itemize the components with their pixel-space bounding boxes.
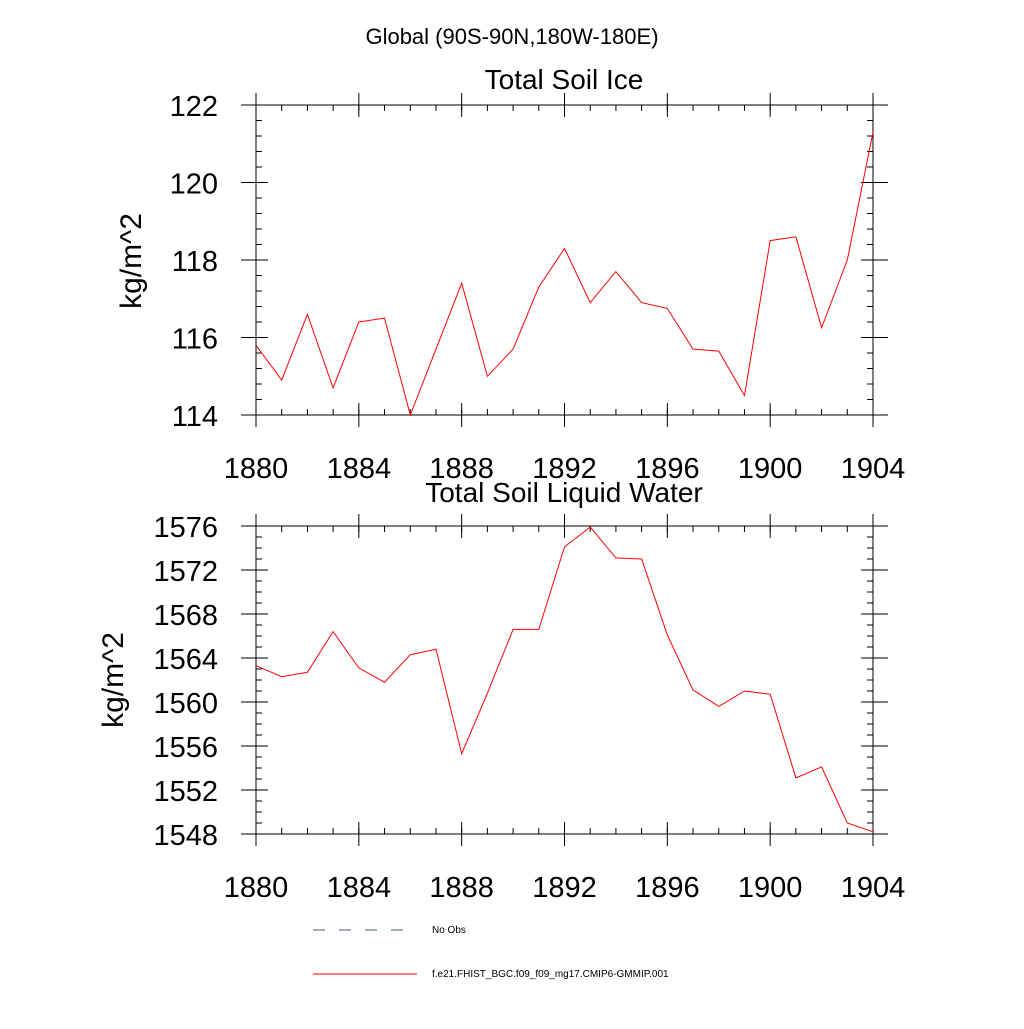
y-tick-label: 1576 [153,512,218,544]
x-tick-label: 1892 [532,453,597,485]
legend-label: No Obs [432,925,466,936]
y-tick-label: 1556 [153,732,218,764]
x-tick-label: 1896 [635,453,700,485]
chart-title: Total Soil Ice [485,64,644,95]
x-tick-label: 1904 [841,453,906,485]
chart-title: Total Soil Liquid Water [425,477,703,508]
y-tick-label: 1560 [153,688,218,720]
series-line [255,132,874,417]
x-tick-label: 1884 [327,453,392,485]
y-tick-label: 1572 [153,556,218,588]
x-tick-label: 1880 [224,453,289,485]
main-title: Global (90S-90N,180W-180E) [365,24,658,49]
x-tick-label: 1880 [224,872,289,904]
chart-panel-total-soil-ice: Total Soil Ice kg/m^2 1880 1884 1888 1892 18… [115,64,905,485]
chart-panel-total-soil-liquid-water: Total Soil Liquid Water kg/m^2 1880 1884 1… [97,477,905,904]
y-tick-label: 1552 [153,776,218,808]
y-tick-label: 120 [170,169,218,201]
y-axis-label: kg/m^2 [97,632,130,728]
y-tick-label: 1568 [153,600,218,632]
y-tick-label: 1564 [153,644,218,676]
legend-label: f.e21.FHIST_BGC.f09_f09_mg17.CMIP6-GMMIP… [432,969,669,980]
x-tick-label: 1892 [532,872,597,904]
x-tick-label: 1884 [327,872,392,904]
x-tick-label: 1888 [429,453,494,485]
y-tick-label: 116 [172,324,218,356]
y-tick-label: 118 [172,246,218,278]
y-tick-label: 114 [172,401,218,433]
legend: No Obs f.e21.FHIST_BGC.f09_f09_mg17.CMIP… [313,925,669,980]
x-tick-label: 1900 [738,453,803,485]
x-tick-label: 1904 [841,872,906,904]
y-tick-label: 122 [170,91,218,123]
y-tick-label: 1548 [153,820,218,852]
x-tick-label: 1888 [429,872,494,904]
x-tick-label: 1900 [738,872,803,904]
x-tick-label: 1896 [635,872,700,904]
y-axis-label: kg/m^2 [115,213,148,309]
series-line [255,526,874,833]
